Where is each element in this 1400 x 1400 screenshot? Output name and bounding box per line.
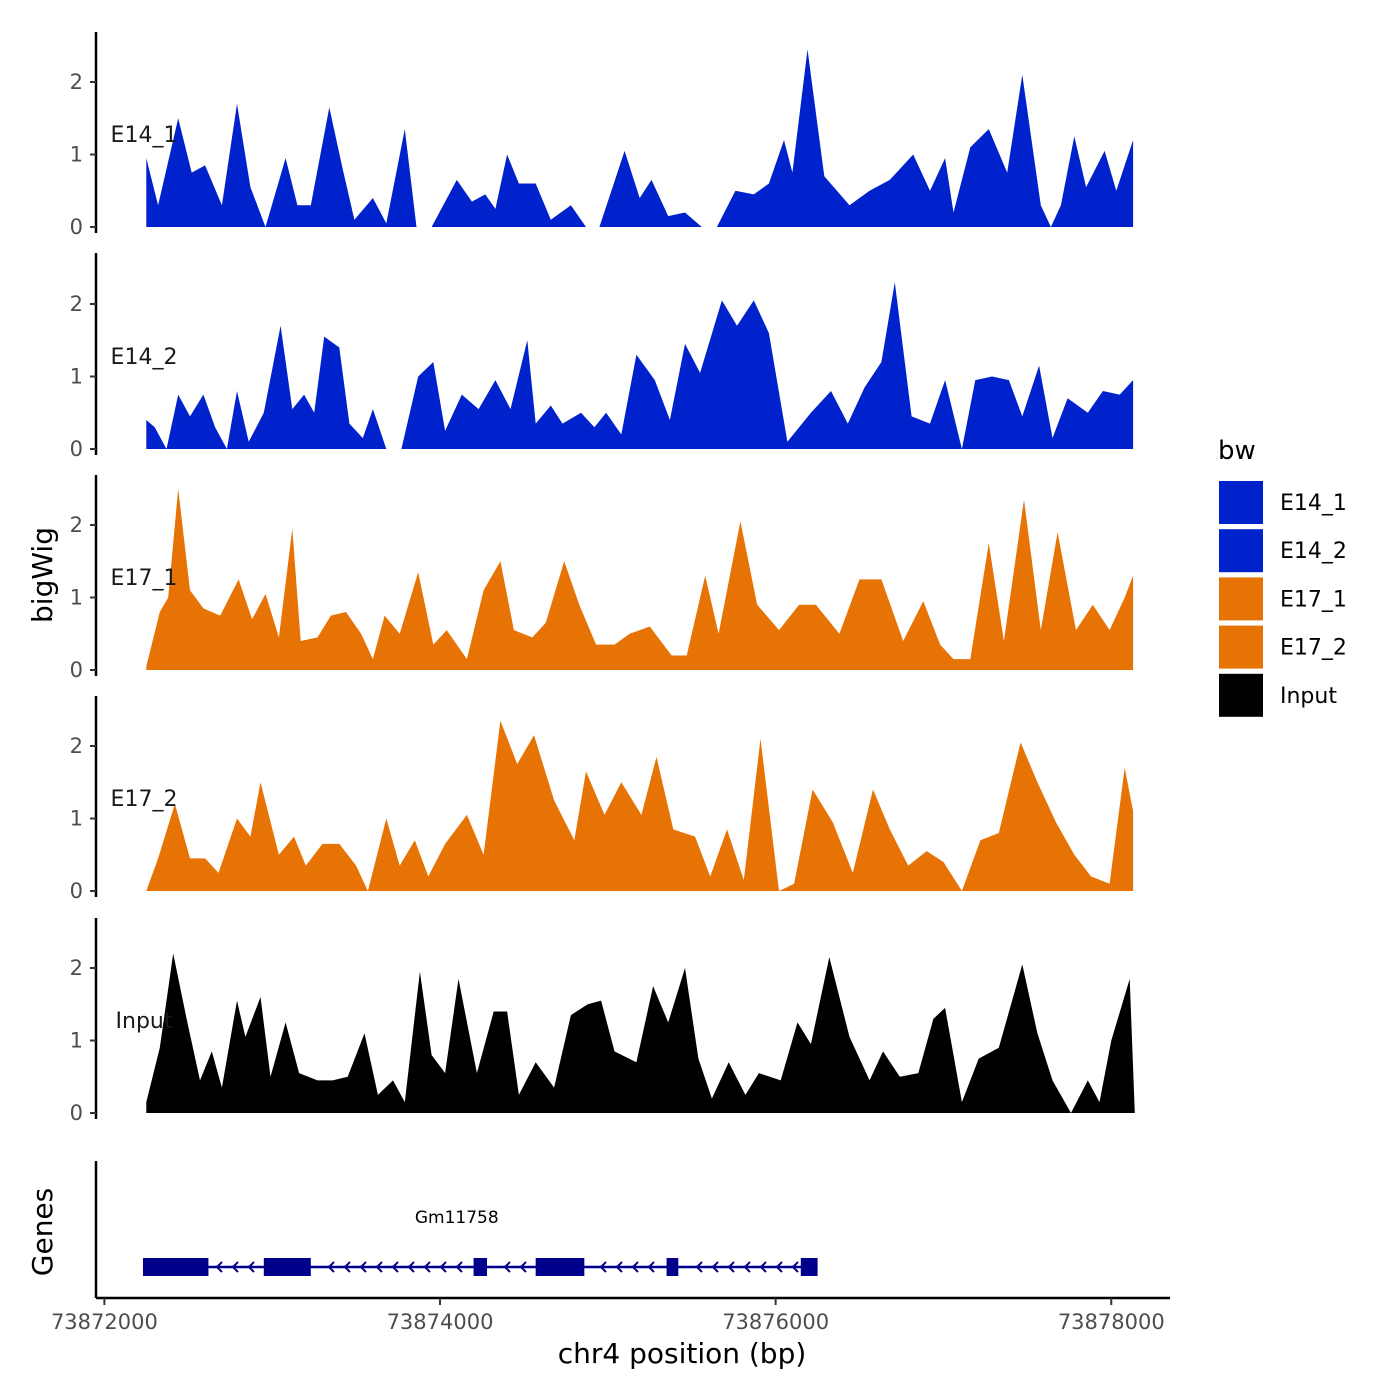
x-axis: chr4 position (bp) 73872000 73874000 73876… xyxy=(51,1296,1170,1370)
y-tick-label: 0 xyxy=(70,658,83,682)
track-E17_1: 0 1 2 E17_1 xyxy=(70,475,1134,682)
track-area-E17_2 xyxy=(146,720,1134,891)
legend-swatch-E14_1 xyxy=(1219,481,1263,524)
x-tick-label: 73872000 xyxy=(51,1310,158,1334)
track-label-E17_1: E17_1 xyxy=(111,566,178,591)
strand-arrow xyxy=(407,1261,415,1273)
track-area-E14_2 xyxy=(146,282,1134,449)
y-tick-label: 1 xyxy=(70,143,83,167)
tracks-layer: 0 1 2 E14_1 0 1 2 E14_2 0 1 2 E17_1 0 1 2 E17_2 0 1 2 Input xyxy=(70,32,1135,1125)
strand-arrow xyxy=(503,1261,511,1273)
track-E14_2: 0 1 2 E14_2 xyxy=(70,253,1134,461)
strand-arrow xyxy=(727,1261,735,1273)
genes-axis-title: Genes xyxy=(26,1188,59,1276)
strand-arrow xyxy=(215,1261,223,1273)
strand-arrow xyxy=(391,1261,399,1273)
y-tick-label: 2 xyxy=(70,956,83,980)
legend-label-Input: Input xyxy=(1280,684,1337,709)
track-label-E17_2: E17_2 xyxy=(111,787,178,812)
x-tick-label: 73876000 xyxy=(722,1310,829,1334)
y-tick-label: 0 xyxy=(70,437,83,461)
legend-swatch-E14_2 xyxy=(1219,529,1263,573)
y-tick-label: 1 xyxy=(70,1029,83,1053)
strand-arrow xyxy=(743,1261,751,1273)
exon xyxy=(263,1258,311,1276)
x-tick-label: 73878000 xyxy=(1058,1310,1165,1334)
track-label-Input: Input xyxy=(116,1009,173,1034)
exon xyxy=(800,1258,818,1276)
exon xyxy=(535,1258,585,1276)
legend-swatch-E17_1 xyxy=(1219,577,1263,621)
x-tick-label: 73874000 xyxy=(387,1310,494,1334)
strand-arrow xyxy=(455,1261,463,1273)
strand-arrow xyxy=(775,1261,783,1273)
strand-arrow xyxy=(423,1261,431,1273)
legend-swatch-Input xyxy=(1219,673,1263,717)
strand-arrow xyxy=(647,1261,655,1273)
y-tick-label: 2 xyxy=(70,70,83,94)
y-tick-label: 1 xyxy=(70,807,83,831)
gene-label: Gm11758 xyxy=(415,1208,499,1228)
legend-swatch-E17_2 xyxy=(1219,625,1263,669)
legend-label-E14_2: E14_2 xyxy=(1280,539,1347,564)
strand-arrow xyxy=(247,1261,255,1273)
track-label-E14_2: E14_2 xyxy=(111,345,178,370)
track-E14_1: 0 1 2 E14_1 xyxy=(70,32,1134,239)
strand-arrow xyxy=(375,1261,383,1273)
strand-arrow xyxy=(791,1261,799,1273)
track-area-E14_1 xyxy=(146,49,1134,228)
strand-arrow xyxy=(599,1261,607,1273)
y-tick-label: 1 xyxy=(70,365,83,389)
legend-label-E17_1: E17_1 xyxy=(1280,587,1347,612)
strand-arrow xyxy=(343,1261,351,1273)
strand-arrow xyxy=(231,1261,239,1273)
y-tick-label: 2 xyxy=(70,513,83,537)
strand-arrow xyxy=(615,1261,623,1273)
y-tick-label: 0 xyxy=(70,1101,83,1125)
y-tick-label: 2 xyxy=(70,292,83,316)
genes-panel: Genes Gm11758 xyxy=(26,1161,818,1298)
strand-arrow xyxy=(711,1261,719,1273)
exon xyxy=(142,1258,209,1276)
strand-arrow xyxy=(439,1261,447,1273)
strand-arrow xyxy=(327,1261,335,1273)
y-tick-label: 2 xyxy=(70,734,83,758)
legend-label-E14_1: E14_1 xyxy=(1280,491,1347,516)
strand-arrow xyxy=(631,1261,639,1273)
legend: bw E14_1 E14_2 E17_1 E17_2 Input xyxy=(1218,436,1347,717)
y-tick-label: 1 xyxy=(70,586,83,610)
strand-arrow xyxy=(759,1261,767,1273)
exon xyxy=(666,1258,679,1276)
strand-arrow xyxy=(695,1261,703,1273)
strand-arrow xyxy=(519,1261,527,1273)
track-area-E17_1 xyxy=(146,488,1134,670)
y-axis-title: bigWig xyxy=(26,527,59,623)
legend-title: bw xyxy=(1218,436,1256,466)
strand-arrow xyxy=(359,1261,367,1273)
x-axis-title: chr4 position (bp) xyxy=(558,1337,807,1370)
track-E17_2: 0 1 2 E17_2 xyxy=(70,696,1134,903)
track-area-Input xyxy=(146,953,1135,1113)
y-tick-label: 0 xyxy=(70,215,83,239)
track-Input: 0 1 2 Input xyxy=(70,918,1135,1125)
exon xyxy=(473,1258,488,1276)
track-label-E14_1: E14_1 xyxy=(111,123,178,148)
gene-Gm11758: Gm11758 xyxy=(142,1208,818,1276)
y-tick-label: 0 xyxy=(70,879,83,903)
legend-label-E17_2: E17_2 xyxy=(1280,636,1347,661)
